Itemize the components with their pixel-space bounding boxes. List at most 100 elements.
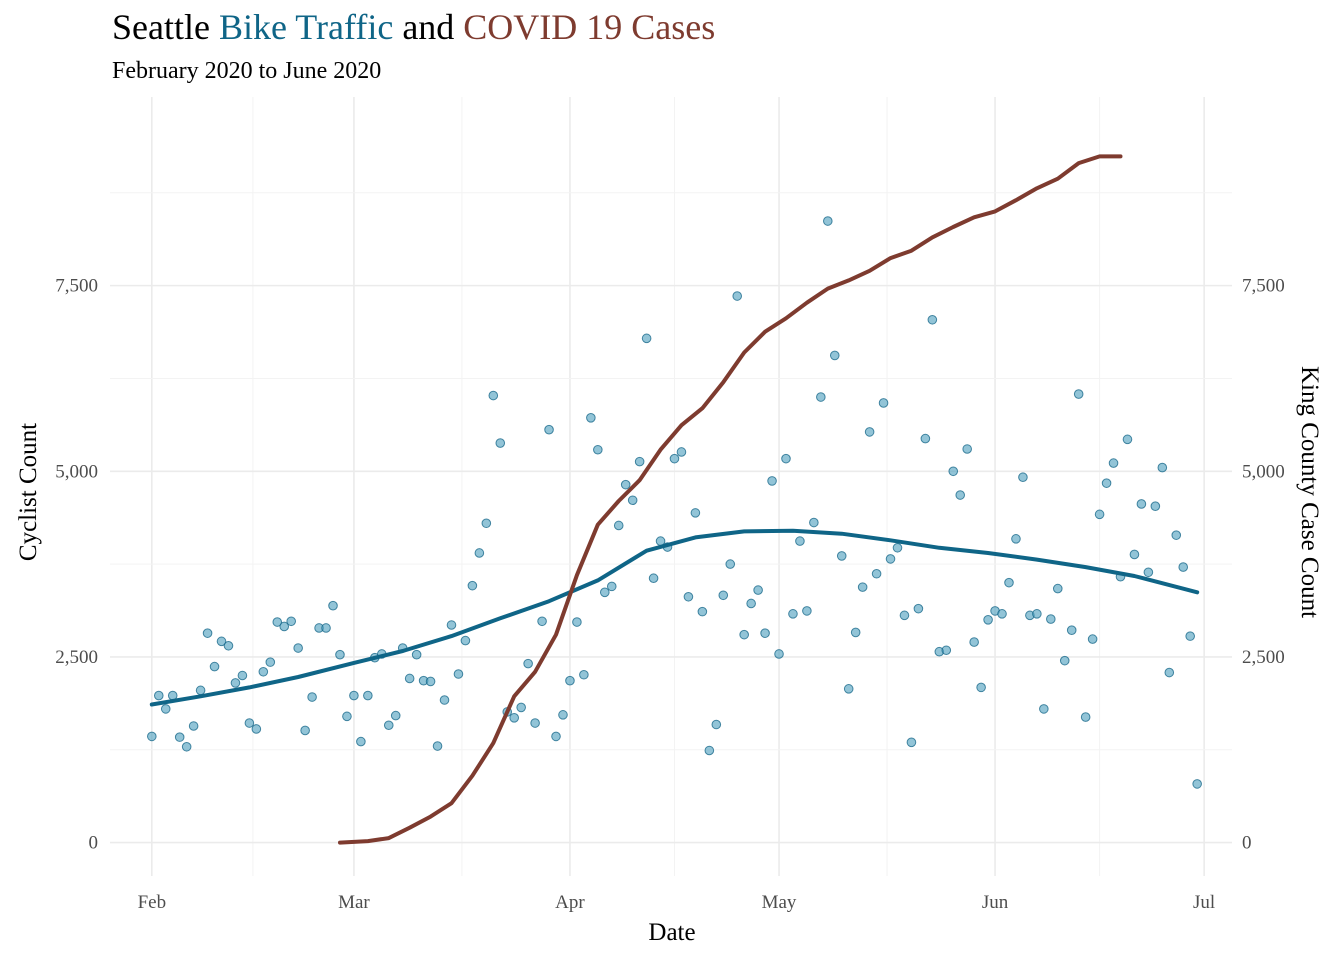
cyclist-point [537, 616, 547, 627]
cyclist-point [1178, 562, 1189, 572]
cyclist-point [997, 609, 1007, 619]
cyclist-point [230, 678, 241, 688]
chart-subtitle: February 2020 to June 2020 [112, 58, 382, 84]
cyclist-point [871, 568, 882, 579]
cyclist-point [823, 216, 833, 226]
cyclist-point [356, 736, 366, 747]
cyclist-point [767, 476, 777, 486]
cyclist-point [627, 495, 638, 506]
cyclist-point [1073, 389, 1084, 399]
chart-title: Seattle Bike Traffic and COVID 19 Cases [112, 6, 715, 48]
cyclist-point [579, 669, 589, 680]
y2-tick-label: 0 [1242, 833, 1252, 854]
cyclist-point [474, 548, 485, 558]
cyclist-point [641, 333, 652, 344]
cyclist-point [1080, 712, 1091, 722]
cyclist-point [321, 623, 331, 633]
cyclist-point [488, 390, 499, 401]
cyclist-point [251, 724, 262, 734]
cyclist-point [1136, 499, 1147, 509]
cyclist-point [293, 643, 303, 653]
cyclist-point [1004, 577, 1014, 588]
chart-title-part-1: Bike Traffic [218, 7, 394, 47]
cyclist-point [544, 424, 554, 435]
cyclist-point [223, 640, 234, 651]
cyclist-point [1018, 472, 1028, 483]
cyclist-point [809, 517, 819, 528]
cyclist-point [586, 413, 596, 423]
cyclist-point [697, 606, 708, 617]
cyclist-point [439, 695, 450, 705]
cyclist-point [864, 427, 875, 437]
cyclist-point [1094, 509, 1105, 520]
cyclist-point [795, 536, 805, 546]
cyclist-point [781, 453, 791, 464]
cyclist-point [1143, 567, 1154, 578]
cyclist-point [188, 721, 199, 731]
cyclist-point [634, 456, 645, 467]
cyclist-point [1192, 779, 1202, 789]
cyclist-point [829, 350, 840, 361]
cyclist-point [1052, 583, 1063, 594]
cyclist-point [565, 675, 575, 686]
x-tick-label: Jul [1193, 892, 1215, 913]
cyclist-point [300, 725, 310, 736]
cyclist-point [948, 466, 959, 477]
chart-title-part-3: COVID 19 Cases [463, 7, 716, 47]
covid-cases-line [338, 154, 1123, 845]
cyclist-point [983, 614, 993, 625]
cyclist-point [342, 711, 352, 722]
cyclist-point [481, 518, 492, 529]
cyclist-point [732, 291, 743, 301]
cyclist-point [599, 587, 610, 598]
cyclist-point [725, 559, 736, 569]
cyclist-point [202, 628, 213, 638]
cyclist-point [209, 661, 220, 672]
cyclist-point [788, 609, 798, 619]
chart-title-part-2: and [393, 7, 464, 47]
cyclist-point [955, 490, 966, 500]
cyclist-point [237, 670, 248, 681]
cyclist-point [1101, 478, 1112, 488]
cyclist-point [307, 692, 317, 702]
y2-tick-label: 7,500 [1242, 276, 1285, 297]
cyclist-point [147, 731, 157, 742]
cyclist-point [850, 627, 861, 638]
x-tick-label: Feb [138, 892, 167, 913]
cyclist-point [746, 598, 756, 609]
cyclist-point [774, 649, 784, 659]
cyclist-point [1066, 625, 1077, 635]
cyclist-point [683, 591, 694, 602]
cyclist-point [1059, 655, 1070, 666]
cyclist-point [195, 685, 206, 696]
chart-title-part-0: Seattle [112, 7, 219, 47]
cyclist-point [160, 704, 171, 714]
cyclist-point [648, 573, 659, 584]
axis-ticks: Feb Mar Apr May Jun Jul 0 2,500 5,000 7,500 0 2,500… [55, 276, 1285, 913]
cyclist-point [467, 580, 478, 591]
cyclist-point [711, 719, 722, 730]
cyclist-point [495, 438, 506, 448]
cyclist-point [390, 710, 401, 721]
cyclist-point [718, 590, 729, 601]
cyclist-point [753, 585, 763, 595]
cyclist-point [593, 444, 603, 455]
cyclist-point [530, 718, 540, 728]
cyclist-point [1185, 631, 1195, 641]
cyclist-point [279, 621, 290, 632]
cyclist-point [836, 551, 847, 561]
cyclist-point [1129, 549, 1140, 560]
cyclist-point [509, 713, 519, 723]
cyclist-point [516, 702, 526, 713]
y2-axis-title: King County Case Count [1296, 366, 1323, 618]
cyclist-point [558, 710, 568, 720]
cyclist-point [453, 669, 464, 679]
x-tick-label: May [762, 892, 797, 913]
cyclist-point [892, 542, 903, 553]
cyclist-point [927, 314, 938, 325]
cyclist-point [899, 610, 910, 621]
y-tick-label: 7,500 [55, 276, 98, 297]
cyclist-point [335, 649, 345, 660]
cyclist-point [411, 649, 422, 660]
